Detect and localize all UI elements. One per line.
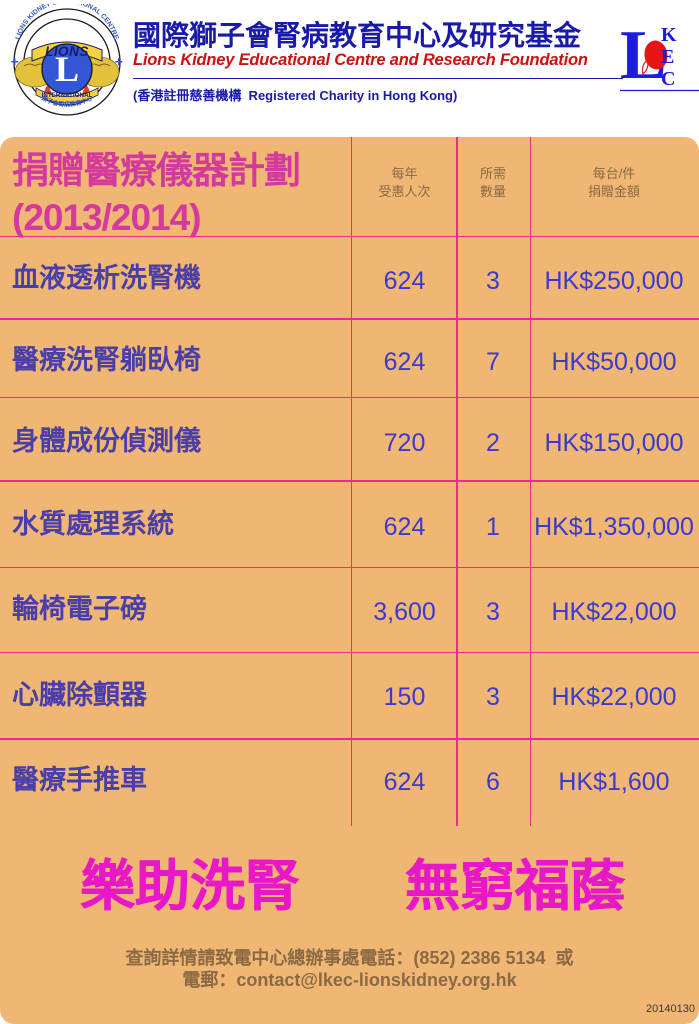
svg-text:LIONS: LIONS (45, 44, 89, 59)
svg-text:K: K (661, 24, 677, 46)
svg-text:C: C (661, 68, 675, 90)
svg-text:INTERNATIONAL: INTERNATIONAL (42, 92, 93, 99)
svg-text:E: E (661, 46, 674, 68)
